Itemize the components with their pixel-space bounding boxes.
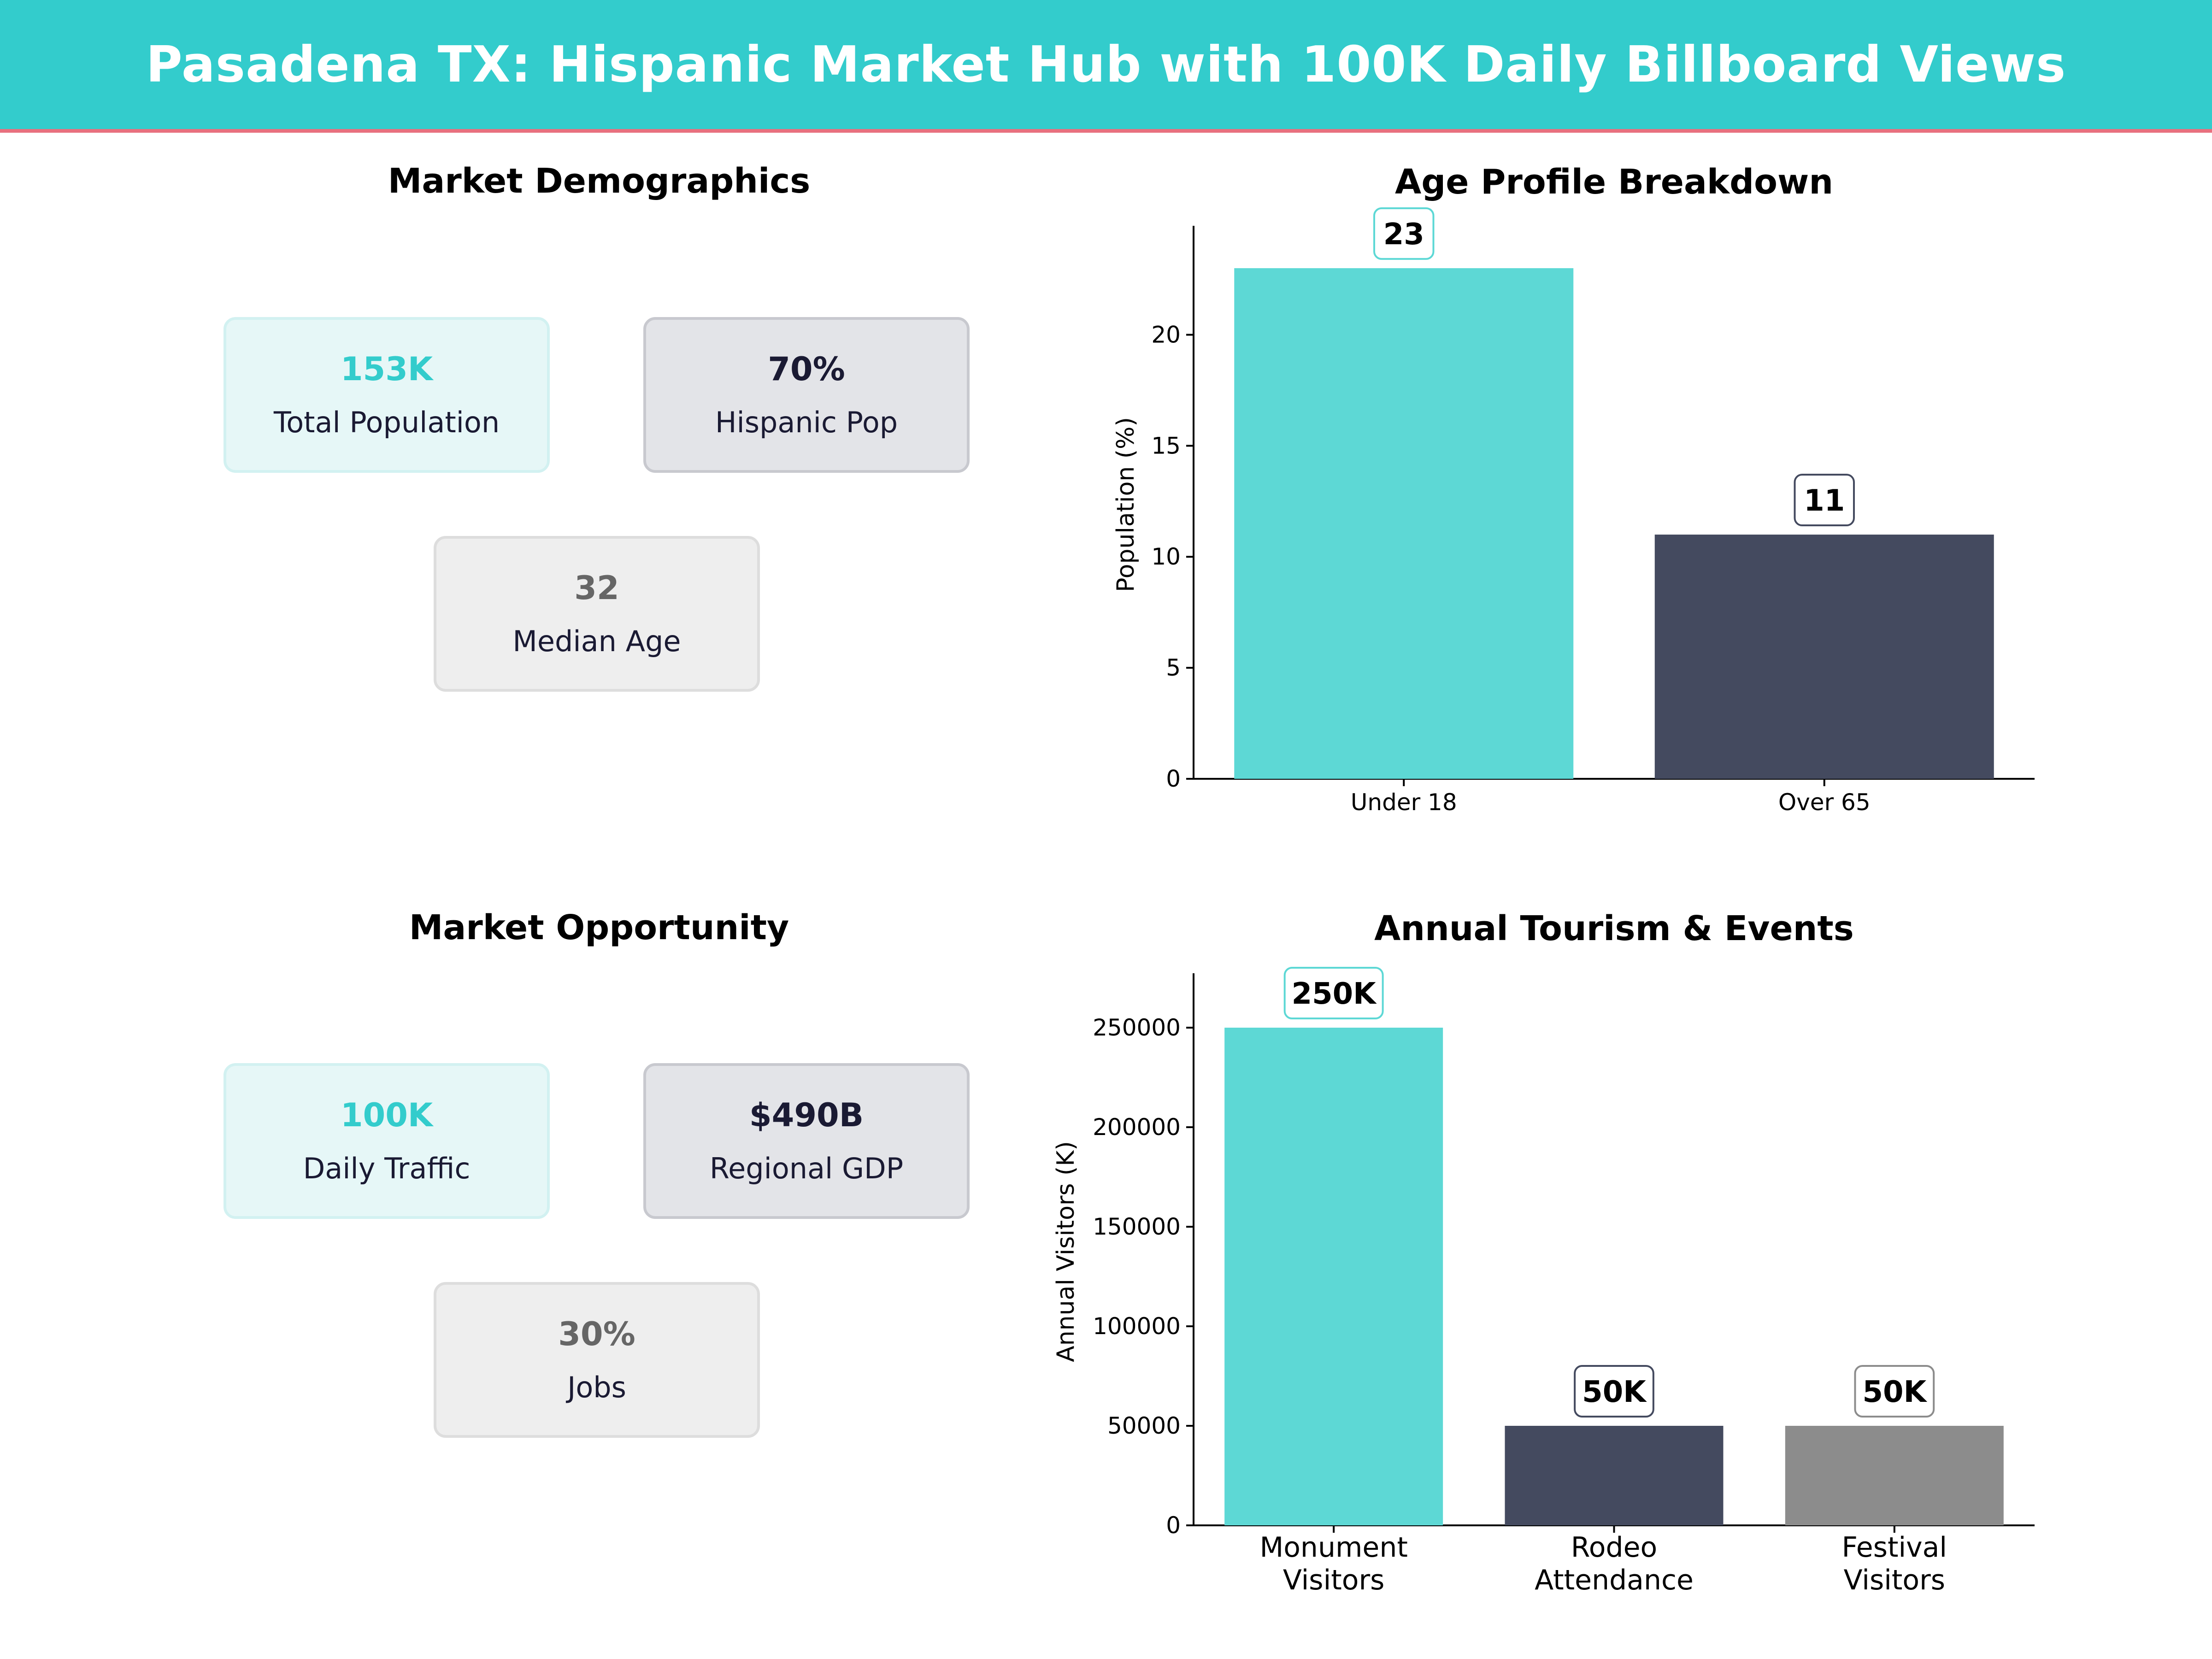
card-label: Jobs [567, 1371, 626, 1404]
demographics-title: Market Demographics [388, 161, 811, 201]
age-y-tick-label: 15 [1151, 432, 1181, 459]
age-y-tick-label: 20 [1151, 321, 1181, 348]
tourism-bar [1505, 1426, 1724, 1525]
age-bar [1234, 268, 1574, 779]
card-value: 32 [574, 569, 619, 607]
tourism-y-tick-label: 250000 [1093, 1014, 1181, 1041]
card-label: Median Age [512, 624, 681, 658]
age-y-tick-label: 10 [1151, 543, 1181, 570]
tourism-data-label: 50K [1863, 1375, 1928, 1409]
tourism-y-tick-label: 50000 [1107, 1412, 1181, 1439]
age-x-tick-label: Under 18 [1351, 789, 1457, 816]
card-value: 153K [340, 350, 433, 388]
tourism-data-label: 50K [1582, 1375, 1647, 1409]
card-hispanic-pop: 70% Hispanic Pop [643, 317, 970, 473]
age-x-tick-label: Over 65 [1778, 789, 1871, 816]
tourism-y-tick-label: 100000 [1093, 1313, 1181, 1340]
tourism-data-label: 250K [1292, 977, 1377, 1011]
tourism-y-tick-label: 150000 [1093, 1213, 1181, 1240]
tourism-bar [1785, 1426, 2004, 1525]
card-value: 30% [558, 1315, 635, 1353]
card-label: Regional GDP [709, 1152, 904, 1185]
card-daily-traffic: 100K Daily Traffic [224, 1063, 550, 1219]
card-regional-gdp: $490B Regional GDP [643, 1063, 970, 1219]
card-value: $490B [749, 1096, 864, 1134]
card-value: 70% [768, 350, 845, 388]
card-label: Total Population [273, 406, 500, 439]
age-data-label: 23 [1383, 218, 1424, 252]
opportunity-title: Market Opportunity [409, 908, 789, 947]
header-banner: Pasadena TX: Hispanic Market Hub with 10… [0, 0, 2212, 133]
card-total-population: 153K Total Population [224, 317, 550, 473]
card-label: Daily Traffic [303, 1152, 471, 1185]
age-y-tick-label: 5 [1166, 654, 1181, 681]
tourism-x-tick-label: Monument Visitors [1259, 1531, 1407, 1596]
card-jobs: 30% Jobs [434, 1282, 760, 1438]
age-data-label-box [1794, 474, 1855, 527]
card-value: 100K [340, 1096, 433, 1134]
age-data-label: 11 [1804, 484, 1845, 518]
tourism-y-axis-label: Annual Visitors (K) [1052, 1141, 1080, 1362]
tourism-bar [1224, 1028, 1443, 1525]
age-bar [1654, 535, 1994, 779]
tourism-x-tick-label: Festival Visitors [1842, 1531, 1947, 1596]
age-y-tick-label: 0 [1166, 765, 1181, 792]
age-y-axis-label: Population (%) [1112, 417, 1140, 592]
card-label: Hispanic Pop [715, 406, 898, 439]
tourism-data-label-box [1283, 967, 1384, 1019]
page-title: Pasadena TX: Hispanic Market Hub with 10… [146, 35, 2066, 94]
tourism-data-label-box [1854, 1365, 1935, 1418]
age-data-label-box [1373, 207, 1435, 260]
tourism-y-tick-label: 200000 [1093, 1114, 1181, 1141]
tourism-data-label-box [1574, 1365, 1654, 1418]
card-median-age: 32 Median Age [434, 536, 760, 692]
tourism-x-tick-label: Rodeo Attendance [1535, 1531, 1694, 1596]
tourism-y-tick-label: 0 [1166, 1512, 1181, 1539]
tourism-chart-title: Annual Tourism & Events [1374, 909, 1854, 948]
age-chart-title: Age Profile Breakdown [1395, 162, 1833, 202]
